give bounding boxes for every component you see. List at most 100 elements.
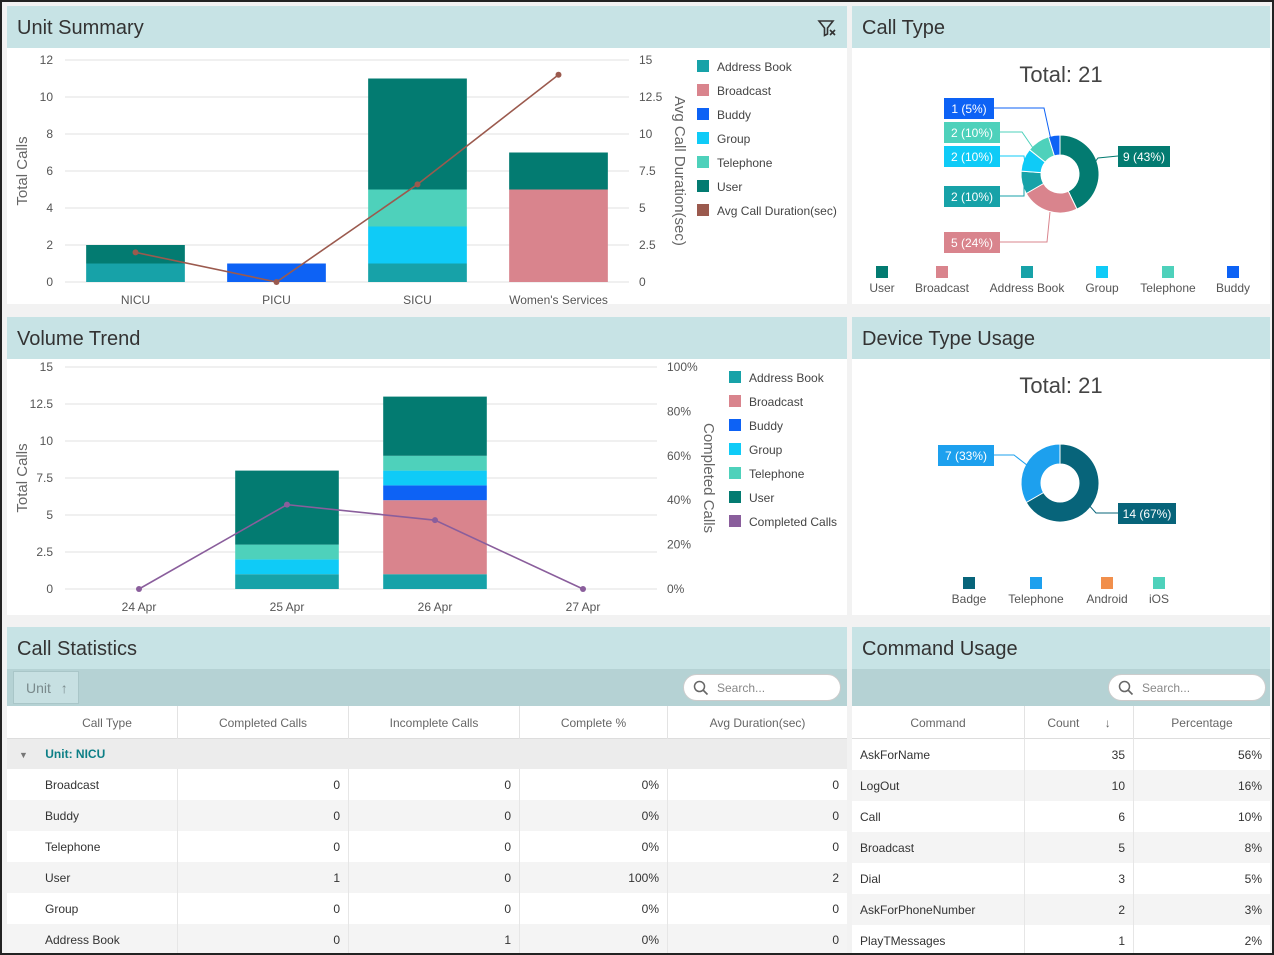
col-incomplete-calls[interactable]: Incomplete Calls <box>349 706 520 739</box>
filter-icon[interactable] <box>817 18 837 38</box>
search-icon <box>693 680 709 696</box>
y2-tick-label: 15 <box>639 53 653 67</box>
x-tick-label: 25 Apr <box>270 600 305 614</box>
command-search-input[interactable]: Search... <box>1108 674 1266 701</box>
table-cell: 3% <box>1244 903 1262 917</box>
legend-label-group: Group <box>717 132 751 146</box>
call-type-chart: Total: 21 1 (5%) 2 (10%) 2 (10%) 2 (10%) 5 (2… <box>869 62 1250 295</box>
y-tick-label: 10 <box>40 434 54 448</box>
collapse-caret-icon[interactable]: ▼ <box>19 750 28 760</box>
bar-user-sicu <box>368 78 467 190</box>
line-point <box>136 586 142 592</box>
line-point <box>414 181 421 188</box>
slice-user <box>1059 134 1100 210</box>
col-command[interactable]: Command <box>852 706 1025 739</box>
y-tick-label: 0 <box>46 275 53 289</box>
line-point <box>432 517 438 524</box>
legend-label-telephone: Telephone <box>1008 592 1064 606</box>
table-row[interactable]: AskForPhoneNumber 2 3% <box>852 894 1270 925</box>
legend-label-buddy: Buddy <box>749 419 783 433</box>
group-row-nicu[interactable]: ▼ Unit: NICU <box>7 739 847 769</box>
table-row[interactable]: Group 0 0 0% 0 <box>7 893 847 924</box>
y-tick-label: 0 <box>46 582 53 596</box>
x-tick-label: SICU <box>403 293 432 304</box>
legend-swatch-group <box>1096 266 1108 278</box>
x-tick-label: 24 Apr <box>122 600 157 614</box>
total-label: Total: 21 <box>1019 62 1102 87</box>
table-row[interactable]: LogOut 10 16% <box>852 770 1270 801</box>
col-avg-duration[interactable]: Avg Duration(sec) <box>709 716 806 730</box>
table-cell: 0% <box>520 800 668 831</box>
table-cell: 0% <box>520 769 668 800</box>
table-cell: 8% <box>1244 841 1262 855</box>
table-row[interactable]: Buddy 0 0 0% 0 <box>7 800 847 831</box>
line-avg-call-duration-sec <box>135 74 559 283</box>
table-cell: AskForName <box>852 739 1025 770</box>
bar-buddy-26-apr <box>383 485 487 501</box>
col-percentage[interactable]: Percentage <box>1171 716 1233 730</box>
callout-box-address-book <box>944 186 1000 207</box>
table-cell: 35 <box>1025 739 1134 770</box>
legend-swatch-telephone <box>697 156 709 168</box>
table-row[interactable]: Telephone 0 0 0% 0 <box>7 831 847 862</box>
table-row[interactable]: Call 6 10% <box>852 801 1270 832</box>
y-tick-label: 4 <box>46 201 53 215</box>
group-chip-label: Unit <box>26 680 51 696</box>
call-stats-search-input[interactable]: Search... <box>683 674 841 701</box>
y2-tick-label: 100% <box>667 360 698 374</box>
col-complete-pct[interactable]: Complete % <box>520 706 668 739</box>
table-cell: 10% <box>1237 810 1262 824</box>
callout-box-telephone <box>944 122 1000 143</box>
search-icon <box>1118 680 1134 696</box>
bar-user-26-apr <box>383 396 487 456</box>
table-row[interactable]: Broadcast 0 0 0% 0 <box>7 769 847 800</box>
bar-broadcast-women-s-services <box>509 189 608 282</box>
table-cell: 2 <box>1025 894 1134 925</box>
table-row[interactable]: AskForName 35 56% <box>852 739 1270 770</box>
table-row[interactable]: Broadcast 5 8% <box>852 832 1270 863</box>
callout-box-buddy <box>944 98 994 119</box>
volume-trend-panel: Volume Trend 0 2.5 5 7.5 10 12.5 15 0% 20% 40% 60%… <box>7 317 847 615</box>
legend-swatch-buddy <box>1227 266 1239 278</box>
x-tick-label: 26 Apr <box>418 600 453 614</box>
legend-label-telephone: Telephone <box>1140 281 1196 295</box>
col-count[interactable]: Count ↓ <box>1025 706 1134 739</box>
callout-box-group <box>944 146 1000 167</box>
legend-label-avg-call-duration-sec: Avg Call Duration(sec) <box>717 204 837 218</box>
y-tick-label: 12 <box>40 53 54 67</box>
col-count-label: Count <box>1047 716 1080 730</box>
bar-group-26-apr <box>383 470 487 486</box>
table-cell: 0 <box>349 862 520 893</box>
bar-broadcast-26-apr <box>383 500 487 575</box>
col-call-type[interactable]: Call Type <box>7 706 178 739</box>
legend-label-user: User <box>717 180 742 194</box>
y2-tick-label: 0 <box>639 275 646 289</box>
table-cell: 1 <box>349 924 520 953</box>
table-cell: 56% <box>1237 748 1262 762</box>
callout-label-badge: 14 (67%) <box>1123 507 1172 521</box>
table-cell: AskForPhoneNumber <box>852 894 1025 925</box>
legend-swatch-completed-calls <box>729 515 741 527</box>
y-axis-title: Total Calls <box>14 136 31 205</box>
table-row[interactable]: PlayTMessages 1 2% <box>852 925 1270 953</box>
unit-summary-chart: 0 2 4 6 8 10 12 0 2.5 5 7.5 10 12.5 15 Total Calls Avg … <box>14 53 837 304</box>
table-cell: 0 <box>349 800 520 831</box>
table-cell: 2 <box>832 871 839 885</box>
y2-tick-label: 80% <box>667 404 691 418</box>
table-row[interactable]: Dial 3 5% <box>852 863 1270 894</box>
call-type-panel: Call Type Total: 21 1 (5%) 2 (10%) 2 (10%) 2… <box>852 6 1270 304</box>
col-completed-calls[interactable]: Completed Calls <box>178 706 349 739</box>
table-row[interactable]: Address Book 0 1 0% 0 <box>7 924 847 953</box>
group-chip-unit[interactable]: Unit ↑ <box>13 671 79 704</box>
y2-tick-label: 60% <box>667 449 691 463</box>
legend-swatch-user <box>729 491 741 503</box>
legend-label-telephone: Telephone <box>717 156 773 170</box>
table-row[interactable]: User 1 0 100% 2 <box>7 862 847 893</box>
y-tick-label: 5 <box>46 508 53 522</box>
table-cell: Call <box>852 801 1025 832</box>
call-statistics-header: Call Statistics <box>7 627 847 669</box>
table-cell: 2% <box>1244 934 1262 948</box>
bar-address-book-26-apr <box>383 574 487 589</box>
legend-swatch-broadcast <box>729 395 741 407</box>
callout-line-broadcast <box>1000 211 1051 243</box>
